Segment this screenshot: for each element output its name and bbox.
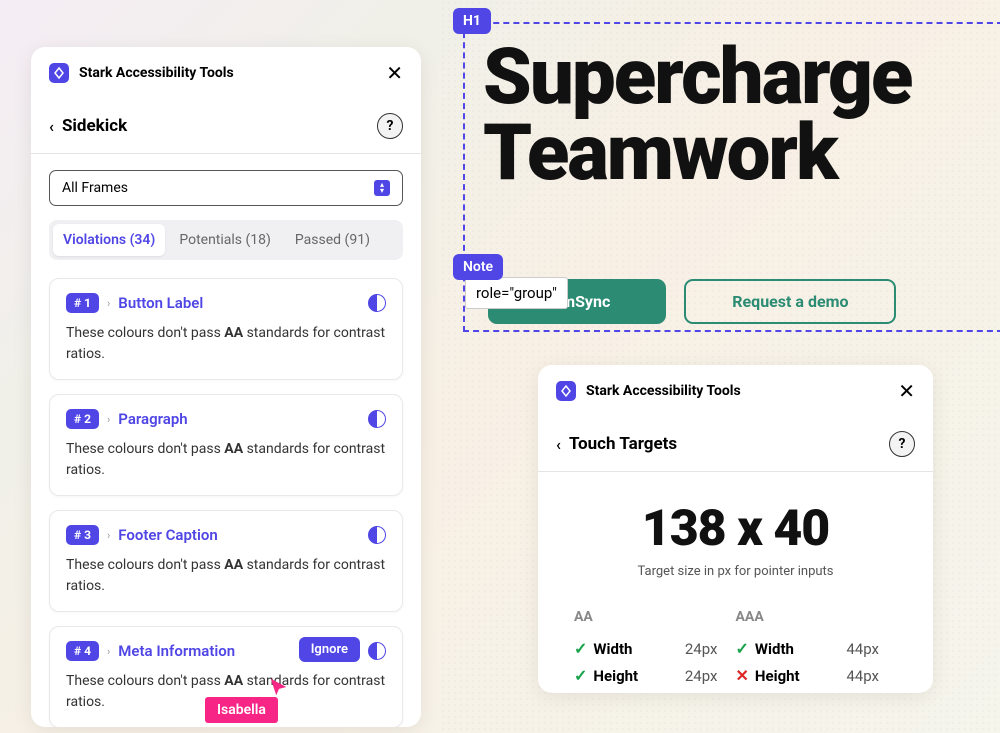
panel-header: Stark Accessibility Tools ✕ xyxy=(31,47,421,99)
touch-targets-panel: Stark Accessibility Tools ✕ ‹ Touch Targ… xyxy=(538,365,933,693)
metric-value: 24px xyxy=(685,640,718,658)
violation-badge: # 4 xyxy=(66,641,99,661)
frame-select[interactable]: All Frames xyxy=(49,170,403,206)
contrast-icon xyxy=(368,642,386,660)
tabs: Violations (34) Potentials (18) Passed (… xyxy=(49,220,403,260)
contrast-icon xyxy=(368,294,386,312)
sidekick-panel: Stark Accessibility Tools ✕ ‹ Sidekick ?… xyxy=(31,47,421,727)
back-chevron-icon[interactable]: ‹ xyxy=(49,117,54,136)
select-label: All Frames xyxy=(62,180,128,196)
help-icon[interactable]: ? xyxy=(377,113,403,139)
levels-row: AA ✓ Width 24px ✓ Height 24px AAA ✓ Widt… xyxy=(568,609,903,693)
metric-value: 24px xyxy=(685,667,718,685)
tab-passed[interactable]: Passed (91) xyxy=(285,224,380,256)
metric-row: ✓ Width 24px xyxy=(574,639,736,658)
close-icon[interactable]: ✕ xyxy=(898,379,915,403)
metric-name: Height xyxy=(593,667,678,685)
metric-name: Height xyxy=(755,667,840,685)
size-caption: Target size in px for pointer inputs xyxy=(568,564,903,579)
violation-badge: # 3 xyxy=(66,525,99,545)
metric-value: 44px xyxy=(846,667,879,685)
panel-title: Stark Accessibility Tools xyxy=(586,383,888,399)
hero-title-line2: Teamwork xyxy=(483,116,911,192)
target-size: 138 x 40 xyxy=(568,500,903,558)
level-aa: AA ✓ Width 24px ✓ Height 24px xyxy=(574,609,736,693)
chevron-right-icon: › xyxy=(107,297,110,310)
panel-title: Stark Accessibility Tools xyxy=(79,65,376,81)
violation-desc: These colours don't pass AA standards fo… xyxy=(66,439,386,481)
level-label: AA xyxy=(574,609,736,625)
sub-title: Sidekick xyxy=(62,116,377,136)
violation-name: Footer Caption xyxy=(118,526,360,544)
tab-potentials[interactable]: Potentials (18) xyxy=(169,224,281,256)
violations-list: # 1 › Button Label These colours don't p… xyxy=(31,260,421,727)
violation-card[interactable]: # 2 › Paragraph These colours don't pass… xyxy=(49,394,403,496)
metric-row: ✕ Height 44px xyxy=(736,666,898,685)
violation-desc: These colours don't pass AA standards fo… xyxy=(66,555,386,597)
hero-title-line1: Supercharge xyxy=(483,40,911,116)
violation-badge: # 2 xyxy=(66,409,99,429)
chevron-right-icon: › xyxy=(107,529,110,542)
chevron-right-icon: › xyxy=(107,413,110,426)
level-label: AAA xyxy=(736,609,898,625)
violation-name: Paragraph xyxy=(118,410,360,428)
chevron-right-icon: › xyxy=(107,645,110,658)
check-icon: ✓ xyxy=(736,639,749,658)
violation-card[interactable]: # 3 › Footer Caption These colours don't… xyxy=(49,510,403,612)
stark-logo-icon xyxy=(49,63,69,83)
tab-violations[interactable]: Violations (34) xyxy=(53,224,165,256)
violation-desc: These colours don't pass AA standards fo… xyxy=(66,323,386,365)
check-icon: ✓ xyxy=(574,666,587,685)
contrast-icon xyxy=(368,410,386,428)
note-annotation-tag: Note xyxy=(453,254,503,280)
back-chevron-icon[interactable]: ‹ xyxy=(556,435,561,454)
violation-card[interactable]: # 1 › Button Label These colours don't p… xyxy=(49,278,403,380)
sub-header: ‹ Sidekick ? xyxy=(31,99,421,154)
violation-name: Button Label xyxy=(118,294,360,312)
contrast-icon xyxy=(368,526,386,544)
level-aaa: AAA ✓ Width 44px ✕ Height 44px xyxy=(736,609,898,693)
sub-header: ‹ Touch Targets ? xyxy=(538,417,933,472)
select-arrows-icon xyxy=(374,180,390,196)
check-icon: ✓ xyxy=(574,639,587,658)
violation-badge: # 1 xyxy=(66,293,99,313)
h1-annotation-tag: H1 xyxy=(453,8,491,34)
metric-value: 44px xyxy=(846,640,879,658)
hero-title: Supercharge Teamwork xyxy=(483,40,911,193)
ignore-button[interactable]: Ignore xyxy=(299,637,360,662)
metric-row: ✓ Height 24px xyxy=(574,666,736,685)
metric-row: ✓ Width 44px xyxy=(736,639,898,658)
metric-name: Width xyxy=(593,640,678,658)
outline-cta-button[interactable]: Request a demo xyxy=(684,279,896,324)
role-annotation: role="group" xyxy=(465,277,568,309)
stark-logo-icon xyxy=(556,381,576,401)
panel-header: Stark Accessibility Tools ✕ xyxy=(538,365,933,417)
metric-name: Width xyxy=(755,640,840,658)
help-icon[interactable]: ? xyxy=(889,431,915,457)
cursor-user-badge: Isabella xyxy=(205,697,278,723)
touch-body: 138 x 40 Target size in px for pointer i… xyxy=(538,472,933,693)
cross-icon: ✕ xyxy=(736,666,749,685)
sub-title: Touch Targets xyxy=(569,434,889,454)
close-icon[interactable]: ✕ xyxy=(386,61,403,85)
